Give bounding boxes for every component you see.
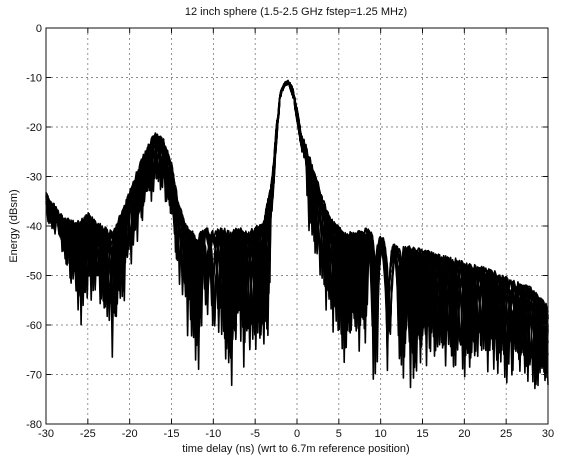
y-tick-label: -10 <box>26 73 42 85</box>
x-tick-label: -30 <box>38 428 54 440</box>
x-tick-label: 30 <box>542 428 554 440</box>
x-tick-label: 0 <box>294 428 300 440</box>
x-tick-label: -25 <box>80 428 96 440</box>
x-tick-label: 25 <box>500 428 512 440</box>
x-tick-label: -5 <box>250 428 260 440</box>
x-tick-label: 5 <box>336 428 342 440</box>
y-tick-label: -70 <box>26 370 42 382</box>
data-traces <box>45 79 549 390</box>
x-tick-label: 15 <box>416 428 428 440</box>
grid <box>46 28 548 424</box>
y-tick-label: 0 <box>36 23 42 35</box>
data-trace <box>45 81 549 384</box>
x-tick-label: -10 <box>205 428 221 440</box>
y-tick-label: -80 <box>26 419 42 431</box>
x-tick-label: 20 <box>458 428 470 440</box>
x-axis-label: time delay (ns) (wrt to 6.7m reference p… <box>182 443 409 455</box>
y-tick-labels: 0 -10 -20 -30 -40 -50 -60 -70 -80 <box>26 23 42 431</box>
y-tick-label: -50 <box>26 271 42 283</box>
x-tick-labels: -30 -25 -20 -15 -10 -5 0 5 10 15 20 25 30 <box>38 428 554 440</box>
y-tick-label: -30 <box>26 172 42 184</box>
y-tick-label: -20 <box>26 122 42 134</box>
x-tick-label: -20 <box>122 428 138 440</box>
x-tick-label: 10 <box>375 428 387 440</box>
x-tick-label: -15 <box>164 428 180 440</box>
y-tick-label: -40 <box>26 221 42 233</box>
chart-title: 12 inch sphere (1.5-2.5 GHz fstep=1.25 M… <box>185 6 407 18</box>
y-tick-label: -60 <box>26 320 42 332</box>
y-axis-label: Energy (dBsm) <box>8 189 20 262</box>
axis-ticks <box>45 27 549 425</box>
